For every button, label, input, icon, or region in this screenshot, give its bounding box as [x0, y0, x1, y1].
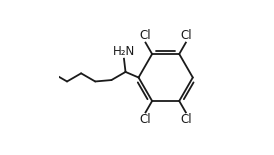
Text: H₂N: H₂N	[113, 44, 135, 58]
Text: Cl: Cl	[140, 29, 151, 42]
Text: Cl: Cl	[180, 113, 192, 126]
Text: Cl: Cl	[140, 113, 151, 126]
Text: Cl: Cl	[180, 29, 192, 42]
